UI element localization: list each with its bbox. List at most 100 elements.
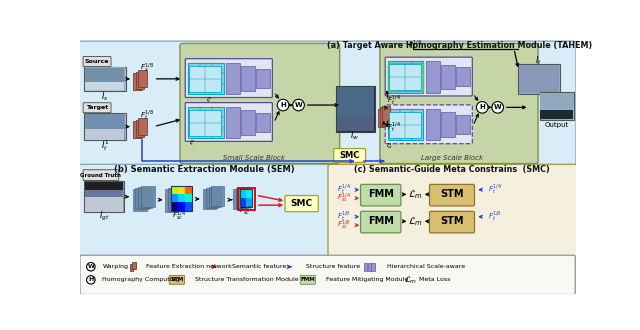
Bar xyxy=(172,194,178,202)
Circle shape xyxy=(476,102,488,113)
Text: $F_t^{1/4}$: $F_t^{1/4}$ xyxy=(488,182,502,197)
Text: $F_{sc}^{1/8}$: $F_{sc}^{1/8}$ xyxy=(239,205,253,218)
Bar xyxy=(84,113,125,141)
Bar xyxy=(185,194,191,202)
FancyBboxPatch shape xyxy=(83,170,119,181)
Bar xyxy=(234,189,244,209)
Circle shape xyxy=(277,99,289,111)
Text: $F_{sc}^{1/8}$: $F_{sc}^{1/8}$ xyxy=(337,218,351,232)
FancyBboxPatch shape xyxy=(385,105,472,144)
Bar xyxy=(241,66,255,91)
Text: $I_w^s$: $I_w^s$ xyxy=(387,141,394,151)
Text: $F_t^{1/4}$: $F_t^{1/4}$ xyxy=(337,182,351,197)
Bar xyxy=(441,65,455,89)
Text: H: H xyxy=(479,104,485,110)
Bar xyxy=(84,197,124,212)
FancyBboxPatch shape xyxy=(80,255,575,294)
Bar xyxy=(129,264,134,271)
FancyBboxPatch shape xyxy=(328,164,577,257)
Text: $F_t^{1/4}$: $F_t^{1/4}$ xyxy=(387,121,401,135)
Text: SMC: SMC xyxy=(339,150,360,160)
Text: H: H xyxy=(280,102,286,108)
Bar xyxy=(189,66,221,92)
Bar xyxy=(172,186,191,211)
Text: (c) Semantic-Guide Meta Constrains  (SMC): (c) Semantic-Guide Meta Constrains (SMC) xyxy=(354,165,550,174)
Bar xyxy=(172,202,178,211)
Bar xyxy=(226,107,240,138)
FancyBboxPatch shape xyxy=(83,103,111,113)
Bar xyxy=(456,67,470,86)
Bar xyxy=(380,107,388,126)
Circle shape xyxy=(492,102,504,113)
Text: $F_t^{1/8}$: $F_t^{1/8}$ xyxy=(140,109,154,123)
Text: $F_t^{1/4}$: $F_t^{1/4}$ xyxy=(387,94,401,108)
Circle shape xyxy=(86,276,95,284)
Text: $I_w$: $I_w$ xyxy=(351,130,360,142)
Bar xyxy=(382,106,390,124)
Bar xyxy=(239,189,246,198)
Bar xyxy=(239,198,246,208)
Bar xyxy=(138,187,152,208)
Text: FMM: FMM xyxy=(368,189,394,199)
Text: Feature Mitigating Module: Feature Mitigating Module xyxy=(326,277,409,282)
Text: W: W xyxy=(294,102,303,108)
FancyBboxPatch shape xyxy=(429,184,474,206)
FancyBboxPatch shape xyxy=(83,56,111,67)
Bar xyxy=(426,109,440,141)
Text: Feature Extraction network: Feature Extraction network xyxy=(146,264,232,269)
Text: $F_{sc}^{1/4}$: $F_{sc}^{1/4}$ xyxy=(337,192,351,205)
Text: $\mathcal{L}_m$: $\mathcal{L}_m$ xyxy=(408,188,423,201)
FancyBboxPatch shape xyxy=(169,275,184,284)
Bar xyxy=(441,113,455,137)
Bar xyxy=(426,61,440,93)
Text: (a) Target Aware Homography Estimation Module (TAHEM): (a) Target Aware Homography Estimation M… xyxy=(327,41,593,50)
Bar xyxy=(371,263,374,271)
Bar xyxy=(241,110,255,135)
Text: Semantic feature: Semantic feature xyxy=(232,264,286,269)
Text: SMC: SMC xyxy=(291,199,313,208)
Bar xyxy=(540,93,573,119)
Bar xyxy=(388,109,424,141)
Text: STM: STM xyxy=(440,189,464,199)
Bar xyxy=(456,115,470,134)
Text: W: W xyxy=(88,264,94,269)
Bar xyxy=(84,182,124,190)
FancyBboxPatch shape xyxy=(360,184,401,206)
Bar xyxy=(172,186,178,194)
Text: Source: Source xyxy=(84,59,109,64)
Bar xyxy=(211,185,224,206)
Bar xyxy=(84,67,125,91)
Bar xyxy=(188,107,223,138)
Text: $I_t^s$: $I_t^s$ xyxy=(206,95,212,105)
FancyBboxPatch shape xyxy=(334,148,365,162)
Bar xyxy=(364,263,367,271)
Bar xyxy=(518,64,560,93)
Text: $\mathcal{L}_m$: $\mathcal{L}_m$ xyxy=(408,215,423,228)
Text: $F_t^{1/8}$: $F_t^{1/8}$ xyxy=(488,210,502,224)
Text: Homography Computing: Homography Computing xyxy=(102,277,180,282)
Text: $F_t^{1/4}$: $F_t^{1/4}$ xyxy=(408,39,422,53)
Bar xyxy=(85,68,124,82)
Bar xyxy=(85,114,124,129)
Text: Meta Loss: Meta Loss xyxy=(419,277,451,282)
Bar xyxy=(389,64,421,90)
Text: Large Scale Block: Large Scale Block xyxy=(421,155,483,161)
Bar xyxy=(134,74,142,90)
Bar xyxy=(136,72,145,89)
Bar xyxy=(246,189,252,198)
Bar xyxy=(84,181,124,212)
Bar xyxy=(141,185,155,207)
Bar xyxy=(236,188,247,208)
Bar xyxy=(209,187,221,207)
Bar xyxy=(84,182,124,197)
Text: FMM: FMM xyxy=(300,277,316,282)
Text: STM: STM xyxy=(170,277,184,282)
Circle shape xyxy=(292,99,305,111)
Bar xyxy=(168,188,180,211)
Text: Structure feature: Structure feature xyxy=(307,264,360,269)
Bar xyxy=(337,86,374,116)
Bar xyxy=(178,194,185,202)
Bar xyxy=(178,186,185,194)
Bar xyxy=(256,113,270,132)
Bar xyxy=(185,186,191,194)
